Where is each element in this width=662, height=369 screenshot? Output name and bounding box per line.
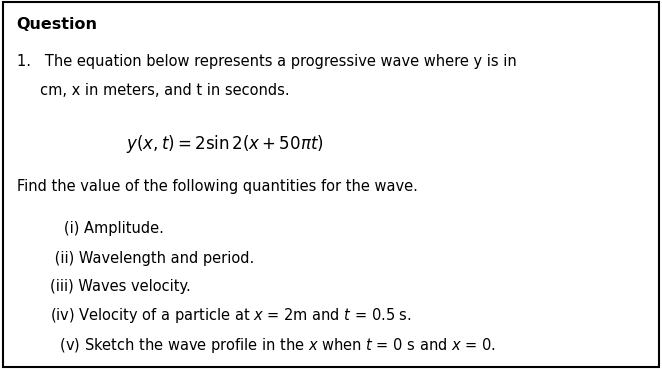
Text: Find the value of the following quantities for the wave.: Find the value of the following quantiti… [17,179,418,194]
Text: 1.   The equation below represents a progressive wave where y is in: 1. The equation below represents a progr… [17,54,516,69]
Text: (ii) Wavelength and period.: (ii) Wavelength and period. [50,251,254,266]
Text: Question: Question [17,17,97,32]
Text: cm, x in meters, and t in seconds.: cm, x in meters, and t in seconds. [17,83,289,98]
Text: (i) Amplitude.: (i) Amplitude. [50,221,164,237]
Text: (iv) Velocity of a particle at $x$ = 2m and $t$ = 0.5 s.: (iv) Velocity of a particle at $x$ = 2m … [50,306,411,325]
Text: $y(x,t) = 2\sin 2(x+50\pi t)$: $y(x,t) = 2\sin 2(x+50\pi t)$ [126,133,324,155]
Text: (v) Sketch the wave profile in the $x$ when $t$ = 0 s and $x$ = 0.: (v) Sketch the wave profile in the $x$ w… [50,336,496,355]
Text: (iii) Waves velocity.: (iii) Waves velocity. [50,279,191,294]
